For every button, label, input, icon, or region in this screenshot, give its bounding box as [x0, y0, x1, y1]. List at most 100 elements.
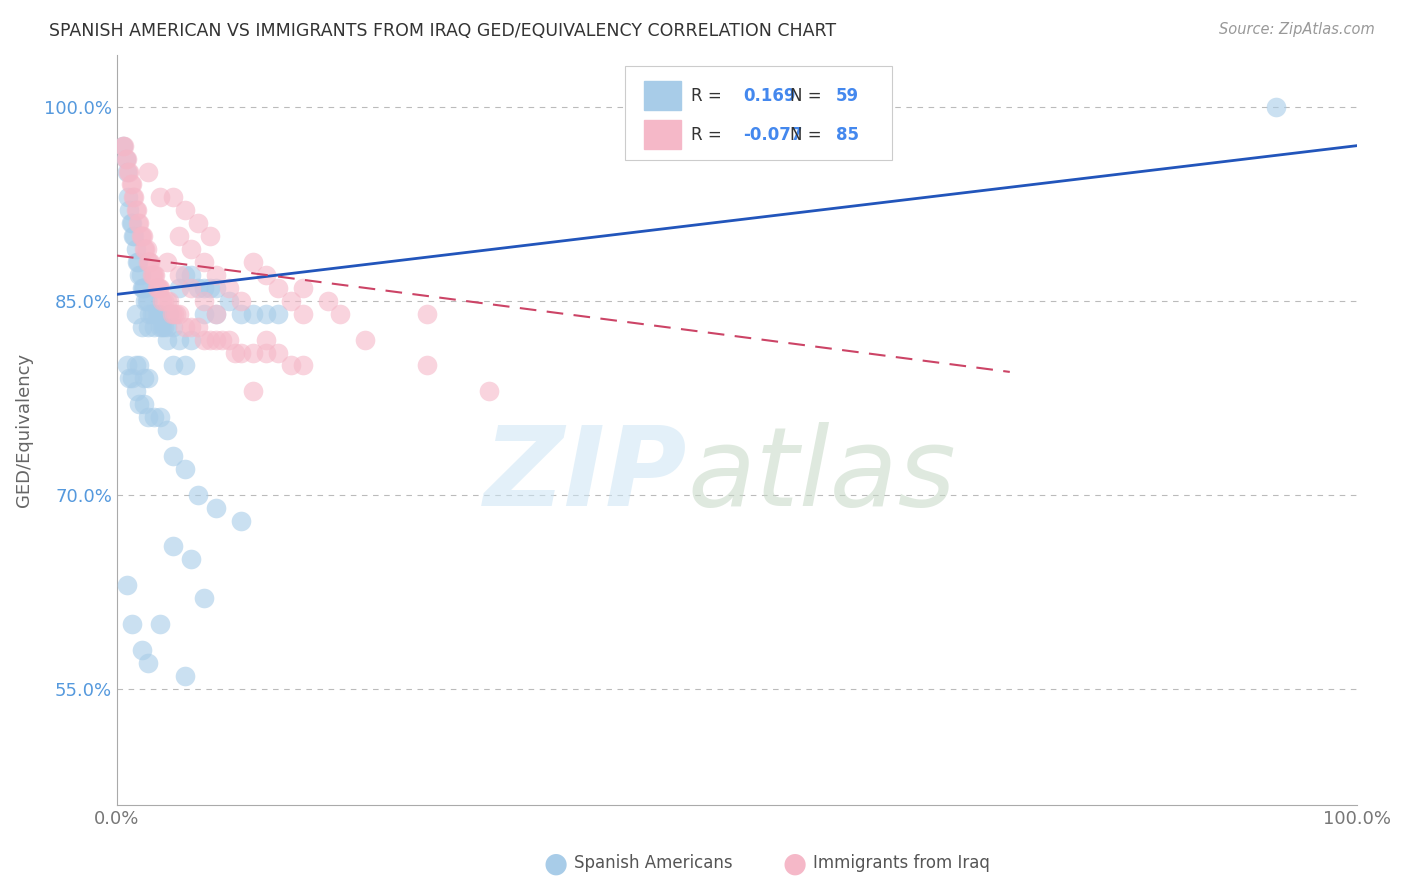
Point	[157, 307, 180, 321]
Point	[187, 319, 209, 334]
Point	[120, 178, 142, 192]
Point	[155, 293, 177, 308]
Point	[160, 307, 183, 321]
Text: ●: ●	[543, 849, 568, 878]
Point	[174, 319, 197, 334]
Point	[174, 359, 197, 373]
Point	[138, 255, 160, 269]
Point	[254, 345, 277, 359]
Point	[229, 293, 252, 308]
Point	[242, 384, 264, 399]
Point	[112, 138, 135, 153]
Point	[134, 293, 156, 308]
Point	[134, 397, 156, 411]
Point	[145, 281, 167, 295]
Point	[205, 333, 228, 347]
Point	[131, 643, 153, 657]
Point	[121, 371, 143, 385]
Point	[280, 293, 302, 308]
Point	[134, 242, 156, 256]
Point	[115, 359, 138, 373]
Point	[112, 138, 135, 153]
Point	[118, 203, 141, 218]
Point	[127, 255, 149, 269]
Point	[218, 293, 240, 308]
Point	[187, 488, 209, 502]
Text: R =: R =	[692, 126, 727, 144]
Point	[291, 307, 314, 321]
Point	[180, 333, 202, 347]
Point	[193, 293, 215, 308]
Point	[124, 359, 146, 373]
Point	[128, 397, 150, 411]
Point	[128, 216, 150, 230]
Point	[149, 319, 172, 334]
Point	[174, 203, 197, 218]
Point	[117, 164, 139, 178]
Point	[148, 281, 170, 295]
Point	[136, 255, 159, 269]
Point	[155, 333, 177, 347]
Point	[150, 319, 173, 334]
Point	[254, 268, 277, 282]
Point	[124, 307, 146, 321]
Point	[128, 268, 150, 282]
Point	[180, 281, 202, 295]
Point	[478, 384, 501, 399]
Point	[138, 307, 160, 321]
Point	[149, 281, 172, 295]
Text: N =: N =	[790, 87, 827, 104]
Point	[124, 384, 146, 399]
Point	[267, 345, 290, 359]
Point	[150, 293, 173, 308]
Text: 0.169: 0.169	[744, 87, 796, 104]
Point	[118, 164, 141, 178]
Point	[135, 293, 157, 308]
Point	[416, 307, 439, 321]
Point	[125, 255, 148, 269]
Text: Source: ZipAtlas.com: Source: ZipAtlas.com	[1219, 22, 1375, 37]
Point	[125, 203, 148, 218]
Point	[291, 281, 314, 295]
Text: N =: N =	[790, 126, 827, 144]
Point	[136, 656, 159, 670]
Point	[136, 410, 159, 425]
Point	[124, 190, 146, 204]
Point	[280, 359, 302, 373]
Y-axis label: GED/Equivalency: GED/Equivalency	[15, 353, 32, 508]
Point	[174, 268, 197, 282]
Point	[145, 307, 167, 321]
Point	[224, 345, 246, 359]
Point	[193, 591, 215, 606]
Text: R =: R =	[692, 87, 727, 104]
Point	[218, 281, 240, 295]
Point	[131, 319, 153, 334]
Point	[124, 203, 146, 218]
Point	[148, 307, 170, 321]
Point	[162, 449, 184, 463]
Point	[242, 345, 264, 359]
Point	[211, 333, 233, 347]
Point	[149, 617, 172, 632]
Point	[166, 307, 188, 321]
Point	[114, 152, 136, 166]
Point	[291, 359, 314, 373]
Point	[174, 669, 197, 683]
Point	[134, 242, 156, 256]
Point	[124, 229, 146, 244]
Point	[153, 293, 176, 308]
Point	[229, 307, 252, 321]
Text: 85: 85	[837, 126, 859, 144]
Point	[142, 268, 165, 282]
Point	[143, 410, 166, 425]
Text: Spanish Americans: Spanish Americans	[574, 855, 733, 872]
Point	[129, 229, 152, 244]
Point	[157, 293, 180, 308]
Point	[187, 281, 209, 295]
Point	[115, 578, 138, 592]
Bar	[644, 81, 681, 110]
Point	[163, 307, 186, 321]
Point	[193, 255, 215, 269]
Point	[115, 164, 138, 178]
Point	[167, 229, 190, 244]
